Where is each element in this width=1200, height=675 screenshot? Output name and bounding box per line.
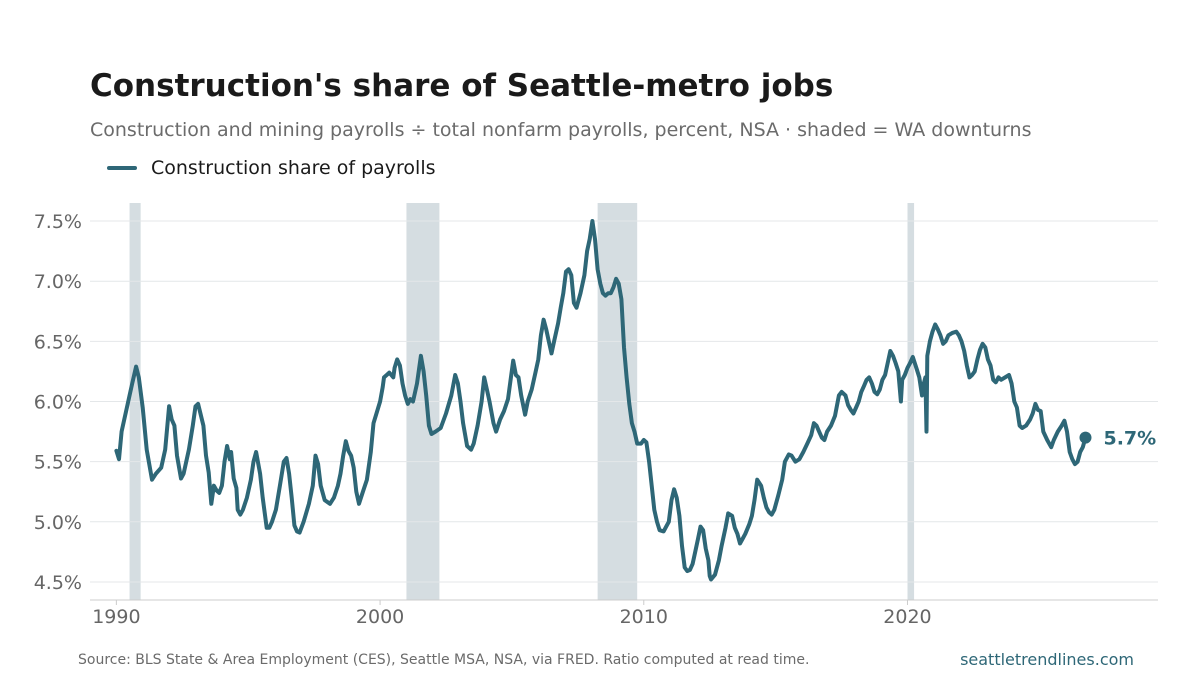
chart-subtitle: Construction and mining payrolls ÷ total… [90, 119, 1032, 141]
chart-title: Construction's share of Seattle-metro jo… [90, 68, 834, 104]
y-tick-label: 6.0% [34, 392, 82, 414]
x-tick-label: 1990 [92, 606, 140, 628]
legend-label: Construction share of payrolls [151, 157, 436, 179]
line-chart: 4.5% 5.0% 5.5% 6.0% 6.5% 7.0% 7.5% 1990 2000 201… [34, 203, 1158, 628]
y-axis: 4.5% 5.0% 5.5% 6.0% 6.5% 7.0% 7.5% [34, 211, 82, 594]
y-tick-label: 7.0% [34, 271, 82, 293]
legend: Construction share of payrolls [107, 157, 436, 179]
legend-swatch [107, 166, 137, 170]
y-gridlines [90, 220, 1158, 583]
x-tick-label: 2020 [883, 606, 931, 628]
site-link[interactable]: seattletrendlines.com [960, 650, 1134, 669]
series-line [114, 219, 1088, 582]
x-tick-label: 2000 [356, 606, 404, 628]
y-tick-label: 5.5% [34, 452, 82, 474]
x-axis: 1990 2000 2010 2020 [92, 600, 932, 628]
y-tick-label: 6.5% [34, 331, 82, 353]
y-tick-label: 4.5% [34, 572, 82, 594]
source-note: Source: BLS State & Area Employment (CES… [78, 652, 810, 668]
end-point-marker [1079, 431, 1092, 444]
y-tick-label: 7.5% [34, 211, 82, 233]
x-tick-label: 2010 [620, 606, 668, 628]
series-layer: 5.7% [114, 219, 1156, 582]
end-value-label: 5.7% [1103, 428, 1156, 450]
y-tick-label: 5.0% [34, 512, 82, 534]
